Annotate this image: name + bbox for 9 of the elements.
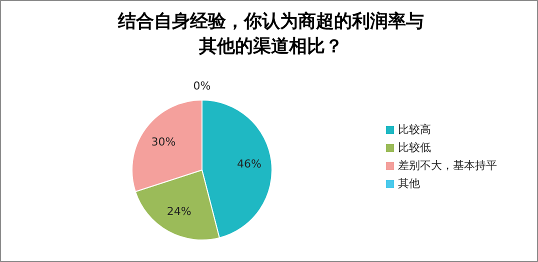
legend-label: 比较高 [398, 122, 431, 138]
data-label: 24% [166, 205, 192, 218]
data-label: 46% [237, 158, 262, 171]
legend-label: 其他 [398, 176, 420, 192]
legend-label: 差别不大，基本持平 [398, 158, 497, 174]
text: 0% [193, 80, 211, 92]
legend-label: 比较低 [398, 140, 431, 156]
chart-title: 结合自身经验，你认为商超的利润率与其他的渠道相比？ [116, 10, 425, 59]
data-label: 30% [151, 136, 176, 149]
